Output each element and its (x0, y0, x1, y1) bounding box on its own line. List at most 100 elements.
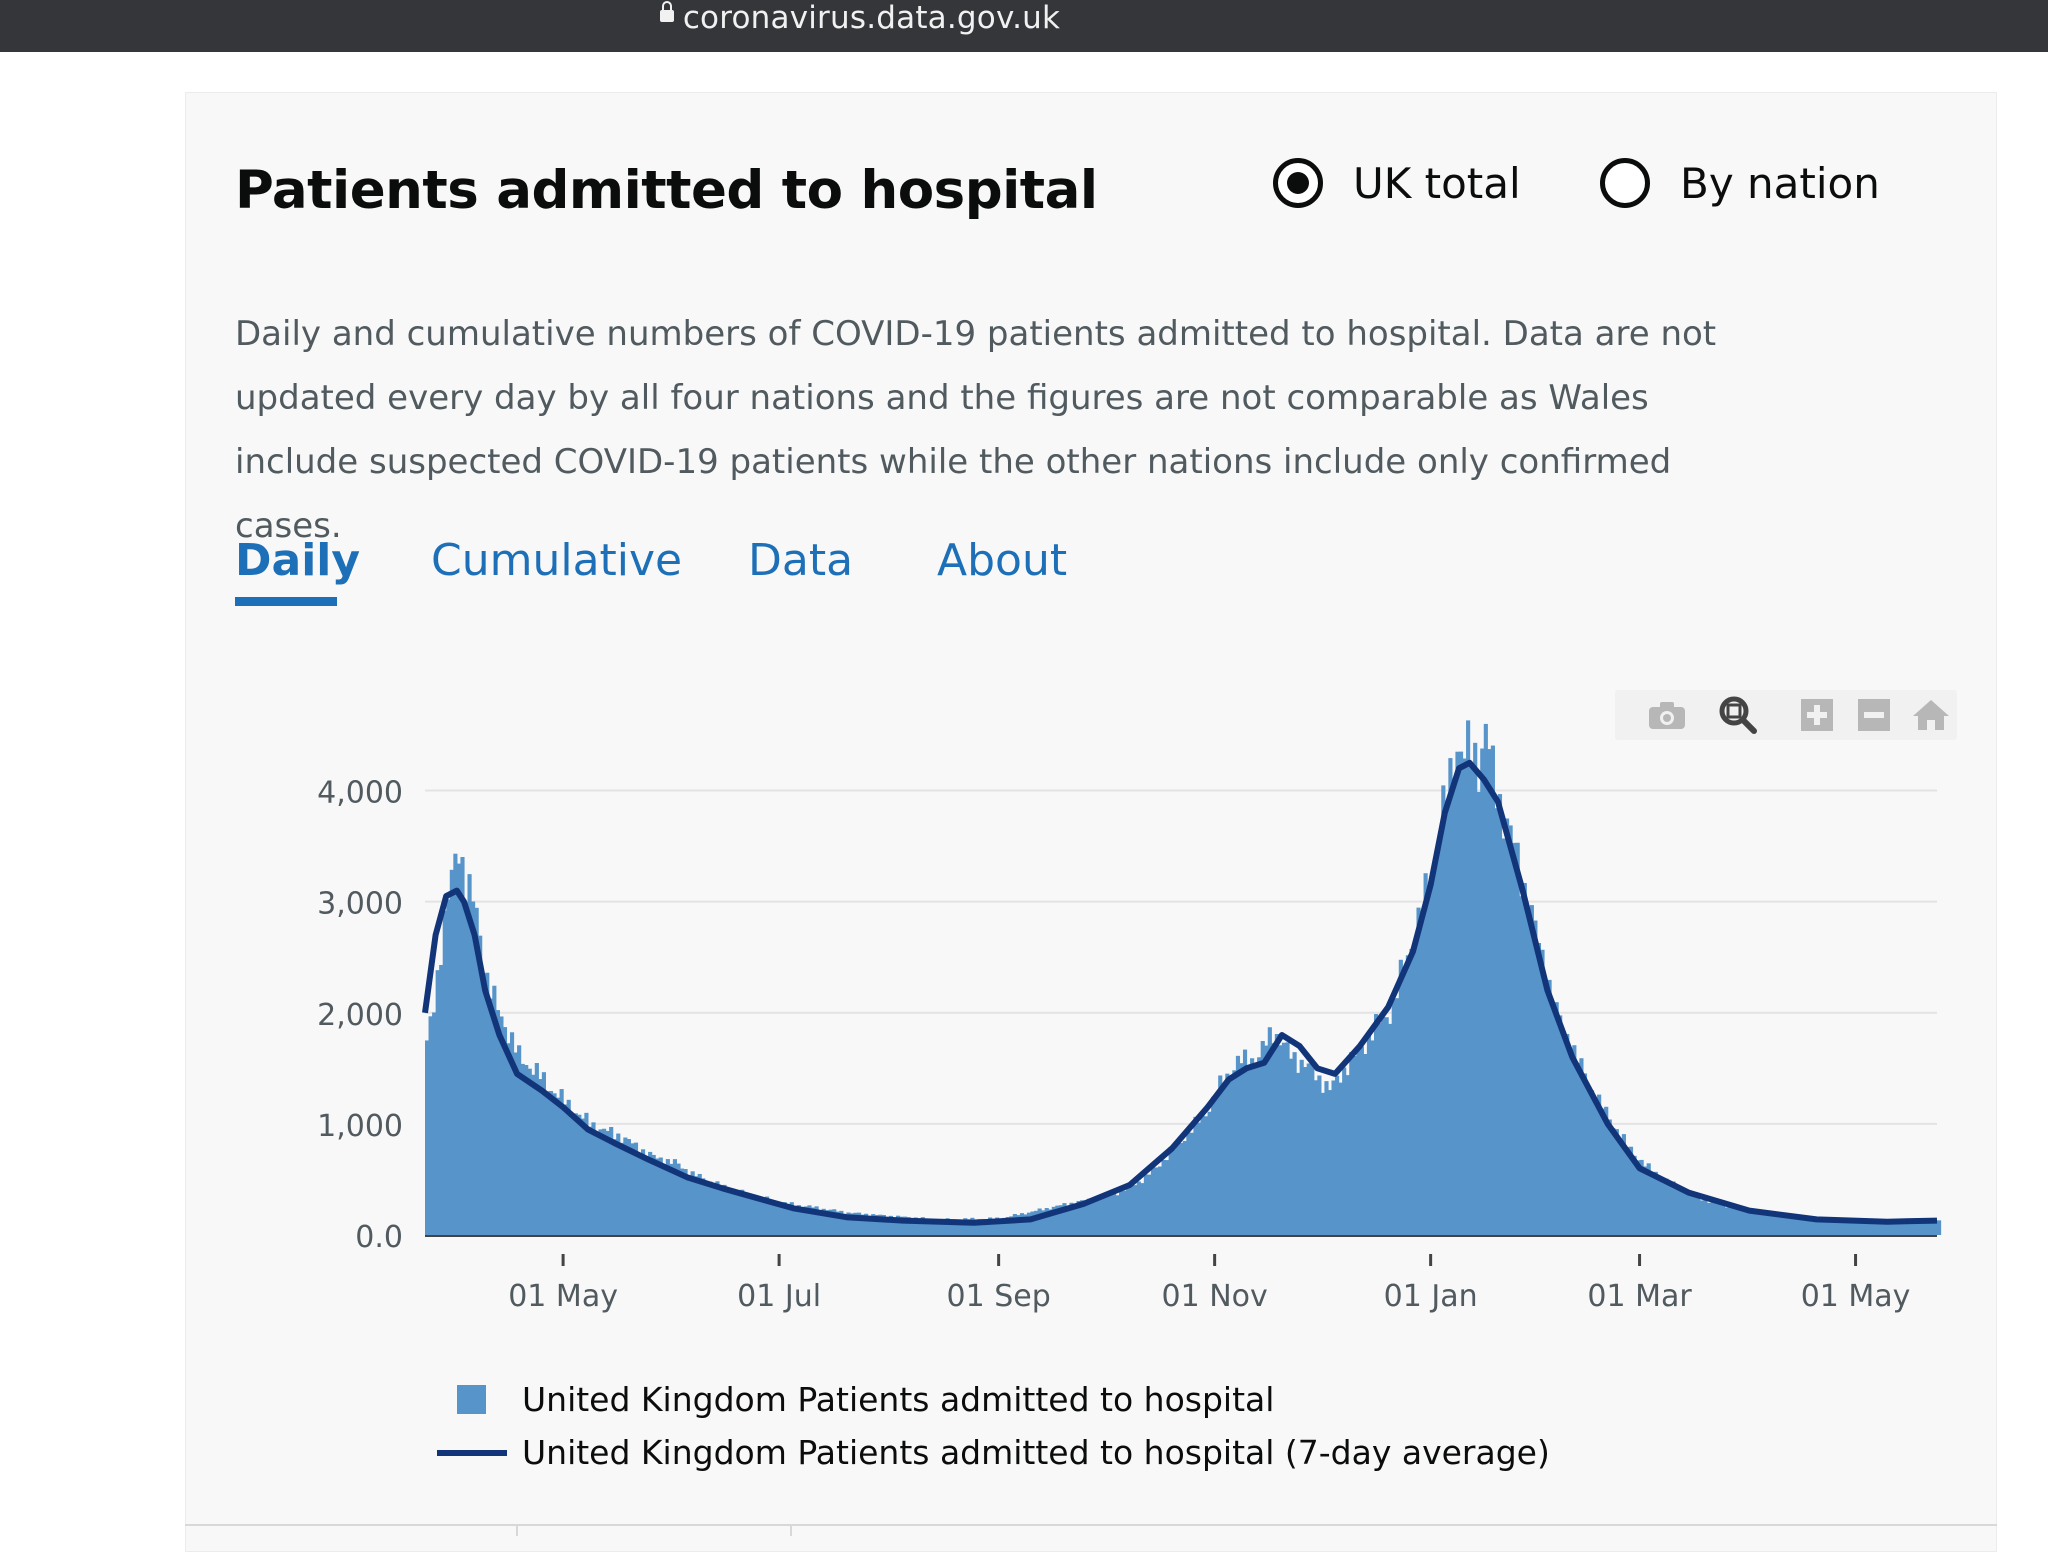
data-bar (559, 1089, 564, 1235)
data-bar (648, 1151, 653, 1235)
data-bar (1458, 751, 1464, 1235)
data-bar (1108, 1195, 1113, 1235)
data-bar (1586, 1087, 1591, 1235)
data-bar (878, 1214, 883, 1235)
data-bar (984, 1219, 989, 1235)
data-bar (1434, 852, 1439, 1235)
data-bar (1228, 1078, 1233, 1235)
data-bar (1430, 868, 1435, 1235)
data-bar (828, 1209, 833, 1235)
data-bar (895, 1215, 901, 1235)
tab-cumulative[interactable]: Cumulative (431, 535, 683, 586)
radio-checked-icon[interactable] (1273, 158, 1323, 208)
data-bar (1536, 942, 1542, 1235)
data-bar (1611, 1128, 1616, 1235)
data-bar (1317, 1075, 1322, 1235)
data-bar (1466, 720, 1471, 1235)
radio-uk-total[interactable]: UK total (1273, 158, 1521, 208)
zoom-in-icon[interactable] (1795, 690, 1839, 740)
data-bar (524, 1065, 529, 1235)
data-bar (1136, 1181, 1141, 1235)
data-bar (1448, 758, 1453, 1235)
tab-data[interactable]: Data (748, 535, 854, 586)
address-bar[interactable]: coronavirus.data.gov.uk (0, 0, 1720, 36)
data-bar (1412, 947, 1418, 1235)
data-bar (1876, 1221, 1881, 1235)
data-bar (1186, 1132, 1191, 1235)
data-bar (874, 1214, 879, 1235)
data-bar (1455, 751, 1460, 1235)
data-bar (1515, 842, 1520, 1235)
radio-by-nation[interactable]: By nation (1600, 158, 1880, 208)
data-bar (910, 1218, 915, 1235)
x-tick-label: 01 Mar (1587, 1279, 1692, 1314)
data-bar (697, 1173, 702, 1235)
data-bar (1508, 825, 1513, 1235)
data-bar (1866, 1222, 1871, 1235)
data-bar (995, 1217, 1000, 1235)
data-bar (973, 1219, 978, 1235)
data-bar (446, 899, 451, 1235)
active-tab-indicator (235, 597, 337, 606)
card-bottom-divider (185, 1524, 1997, 1526)
data-bar (690, 1171, 695, 1235)
data-bar (1062, 1203, 1067, 1235)
data-bar (694, 1176, 699, 1235)
data-bar (1373, 1014, 1379, 1235)
data-bar (1041, 1210, 1046, 1235)
data-bar (605, 1130, 610, 1235)
data-bar (1140, 1183, 1145, 1235)
data-bar (1636, 1160, 1641, 1235)
data-bar (980, 1218, 986, 1235)
data-bar (527, 1068, 532, 1235)
legend-line-swatch (437, 1449, 507, 1456)
zoom-out-icon[interactable] (1852, 690, 1896, 740)
data-bar (1126, 1185, 1131, 1235)
data-bar (439, 964, 444, 1235)
data-bar (1505, 818, 1510, 1235)
data-bar (1770, 1212, 1775, 1235)
data-bar (1763, 1211, 1768, 1235)
data-bar (704, 1181, 709, 1235)
data-bar (945, 1218, 950, 1235)
data-bar (1660, 1179, 1665, 1235)
data-bar (881, 1214, 886, 1235)
tab-daily[interactable]: Daily (235, 535, 361, 586)
data-bar (1388, 1023, 1393, 1235)
x-tick-label: 01 May (1801, 1279, 1911, 1314)
data-bar (1274, 1033, 1279, 1235)
data-bar (602, 1128, 607, 1235)
data-bar (1391, 999, 1396, 1235)
x-axis-ticks: 01 May 01 Jul 01 Sep 01 Nov 01 Jan 01 Mar 01 M… (508, 1254, 1910, 1314)
legend-item-line[interactable]: United Kingdom Patients admitted to hosp… (437, 1433, 1550, 1472)
data-bar (612, 1139, 617, 1235)
data-bar (1738, 1207, 1743, 1235)
home-icon[interactable] (1909, 690, 1953, 740)
data-bar (818, 1210, 823, 1235)
data-bar (1101, 1195, 1106, 1235)
data-bar (570, 1115, 575, 1235)
data-bar (1473, 742, 1478, 1235)
tab-about[interactable]: About (937, 535, 1068, 586)
data-bar (1257, 1057, 1262, 1235)
radio-unchecked-icon[interactable] (1600, 158, 1650, 208)
data-bar (934, 1220, 940, 1235)
data-bar (1278, 1045, 1283, 1235)
data-bar (1296, 1072, 1301, 1235)
data-bar (998, 1219, 1003, 1235)
data-bar (1416, 907, 1421, 1235)
data-bar (1922, 1221, 1927, 1235)
data-bar (1157, 1166, 1163, 1235)
data-bar (1242, 1049, 1248, 1235)
data-bar (1813, 1217, 1818, 1235)
data-bar (623, 1137, 628, 1235)
data-bar (839, 1210, 844, 1235)
zoom-icon[interactable] (1716, 690, 1760, 740)
data-bar (1653, 1171, 1658, 1235)
legend-item-bars[interactable]: United Kingdom Patients admitted to hosp… (437, 1380, 1274, 1419)
data-bar (1791, 1216, 1796, 1235)
data-bar (1880, 1222, 1885, 1235)
data-bar (1211, 1096, 1216, 1235)
camera-icon[interactable] (1645, 690, 1689, 740)
